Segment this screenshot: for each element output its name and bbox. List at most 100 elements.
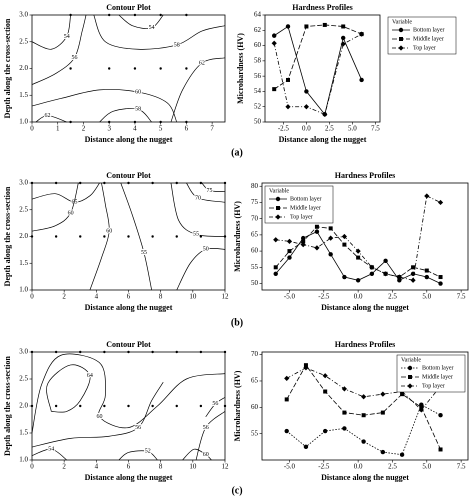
series-line bbox=[273, 33, 362, 115]
y-tick-label: 56 bbox=[254, 72, 262, 80]
data-point bbox=[79, 404, 82, 408]
contour-label: 54 bbox=[149, 25, 155, 31]
marker bbox=[380, 449, 386, 455]
x-tick-label: 4 bbox=[133, 125, 137, 133]
data-point bbox=[103, 350, 106, 354]
x-axis-label: Distance along the nugget bbox=[85, 303, 173, 312]
contour-line bbox=[170, 57, 226, 123]
contour-line bbox=[118, 14, 164, 29]
legend-label: Bottom layer bbox=[422, 365, 454, 371]
data-point bbox=[108, 67, 111, 70]
contour-line bbox=[31, 14, 87, 85]
contour-label: 60 bbox=[106, 229, 112, 235]
legend-label: Middle layer bbox=[422, 374, 453, 380]
x-tick-label: 6 bbox=[127, 463, 131, 471]
marker bbox=[438, 413, 443, 418]
y-tick-label: 1.5 bbox=[19, 259, 28, 267]
contour-line bbox=[89, 182, 110, 291]
contour-line bbox=[170, 182, 226, 237]
contour-line bbox=[31, 182, 100, 203]
marker bbox=[438, 281, 443, 286]
marker bbox=[275, 214, 281, 220]
contour-line bbox=[186, 182, 226, 203]
data-point bbox=[54, 181, 58, 185]
marker bbox=[418, 407, 424, 413]
marker bbox=[322, 373, 328, 379]
x-axis-label: Distance along the nugget bbox=[85, 135, 173, 144]
contour-label: 50 bbox=[203, 247, 209, 253]
contour-line bbox=[35, 115, 67, 123]
marker bbox=[323, 389, 328, 394]
contour-line bbox=[46, 364, 91, 413]
data-point bbox=[79, 235, 82, 238]
marker bbox=[300, 242, 306, 248]
data-point bbox=[30, 350, 34, 354]
marker bbox=[437, 199, 444, 206]
data-point bbox=[223, 350, 227, 354]
data-point bbox=[30, 235, 34, 238]
contour-label: 54 bbox=[64, 34, 70, 40]
data-point bbox=[103, 235, 106, 238]
series-line bbox=[273, 24, 362, 90]
marker bbox=[284, 428, 289, 434]
x-tick-label: 0.0 bbox=[302, 125, 311, 133]
marker bbox=[271, 40, 277, 46]
data-point bbox=[151, 181, 154, 185]
y-tick-label: 60 bbox=[251, 403, 259, 411]
x-tick-label: 2 bbox=[82, 125, 86, 133]
y-tick-label: 1.0 bbox=[19, 456, 28, 464]
contour-label: 55 bbox=[193, 232, 199, 238]
marker bbox=[341, 24, 346, 29]
data-point bbox=[79, 350, 82, 354]
data-point bbox=[103, 181, 106, 185]
data-point bbox=[185, 13, 188, 17]
x-tick-label: -5.0 bbox=[284, 463, 296, 471]
series-line bbox=[273, 25, 362, 116]
data-point bbox=[108, 13, 111, 17]
contour-label: 52 bbox=[145, 449, 151, 455]
data-point bbox=[175, 181, 178, 185]
marker bbox=[328, 226, 333, 231]
x-tick-label: 4 bbox=[95, 463, 99, 471]
legend-label: Middle layer bbox=[413, 36, 444, 42]
y-tick-label: 80 bbox=[251, 182, 259, 190]
marker bbox=[303, 363, 308, 368]
data-point bbox=[108, 120, 111, 124]
data-point bbox=[133, 13, 137, 17]
marker bbox=[301, 239, 306, 244]
data-point bbox=[223, 235, 227, 238]
marker bbox=[341, 35, 346, 41]
marker bbox=[342, 274, 347, 280]
y-tick-label: 75 bbox=[251, 198, 259, 206]
data-point bbox=[185, 67, 188, 70]
marker bbox=[411, 265, 416, 270]
y-axis-label: Microhardness (HV) bbox=[236, 33, 245, 104]
y-tick-label: 2.5 bbox=[19, 205, 28, 213]
plot-frame bbox=[264, 14, 381, 123]
marker bbox=[276, 206, 280, 210]
marker bbox=[407, 365, 413, 371]
contour-label: 70 bbox=[195, 195, 201, 201]
data-point bbox=[159, 120, 162, 124]
y-axis-label: Microhardness (HV) bbox=[233, 201, 242, 272]
y-tick-label: 65 bbox=[251, 377, 259, 385]
data-point bbox=[30, 404, 34, 408]
x-tick-label: 7.5 bbox=[371, 125, 380, 133]
marker bbox=[400, 392, 405, 397]
data-point bbox=[223, 404, 227, 408]
x-tick-label: 0 bbox=[30, 463, 34, 471]
data-point bbox=[127, 350, 130, 354]
y-tick-label: 1.5 bbox=[19, 429, 28, 437]
marker bbox=[397, 278, 402, 283]
contour-label: 62 bbox=[44, 113, 50, 119]
marker bbox=[398, 45, 404, 51]
panel-label: (a) bbox=[231, 147, 243, 158]
chart-title: Hardness Profiles bbox=[335, 340, 396, 349]
data-point bbox=[159, 13, 162, 17]
x-tick-label: -2.5 bbox=[318, 293, 330, 301]
series-line bbox=[286, 404, 441, 456]
y-tick-label: 64 bbox=[254, 11, 262, 19]
contour-label: 60 bbox=[135, 89, 141, 95]
marker bbox=[273, 237, 279, 243]
contour-line bbox=[31, 89, 178, 123]
